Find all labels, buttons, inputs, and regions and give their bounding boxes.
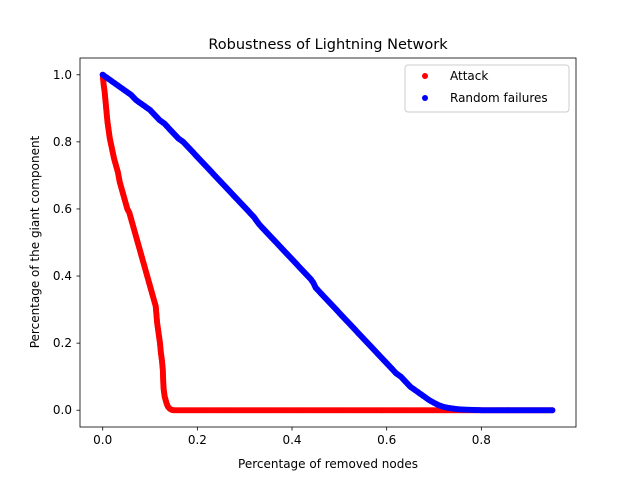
y-tick-label: 0.2 [53,336,72,350]
y-tick-label: 0.8 [53,135,72,149]
y-axis-ticks: 0.0 0.2 0.4 0.6 0.8 1.0 [53,68,80,417]
x-tick-label: 0.2 [188,433,207,447]
y-tick-label: 1.0 [53,68,72,82]
y-tick-label: 0.4 [53,269,72,283]
chart-title: Robustness of Lightning Network [208,37,448,53]
x-tick-label: 0.4 [282,433,301,447]
legend-label-random-failures: Random failures [450,91,548,105]
x-tick-label: 0.6 [377,433,396,447]
legend-marker-attack [422,73,428,79]
x-tick-label: 0.0 [93,433,112,447]
y-tick-label: 0.6 [53,202,72,216]
legend-box [404,64,570,113]
x-axis-ticks: 0.0 0.2 0.4 0.6 0.8 [93,427,491,447]
plot-frame [79,57,577,428]
y-axis-label: Percentage of the giant component [28,135,42,348]
legend-label-attack: Attack [450,69,488,83]
attack-series [99,71,556,414]
random-failures-series [99,71,556,414]
y-tick-label: 0.0 [53,403,72,417]
x-tick-label: 0.8 [472,433,491,447]
legend-marker-random-failures [422,95,428,101]
legend: Attack Random failures [404,64,570,113]
x-axis-label: Percentage of removed nodes [238,457,418,471]
random-failures-point [549,407,556,414]
